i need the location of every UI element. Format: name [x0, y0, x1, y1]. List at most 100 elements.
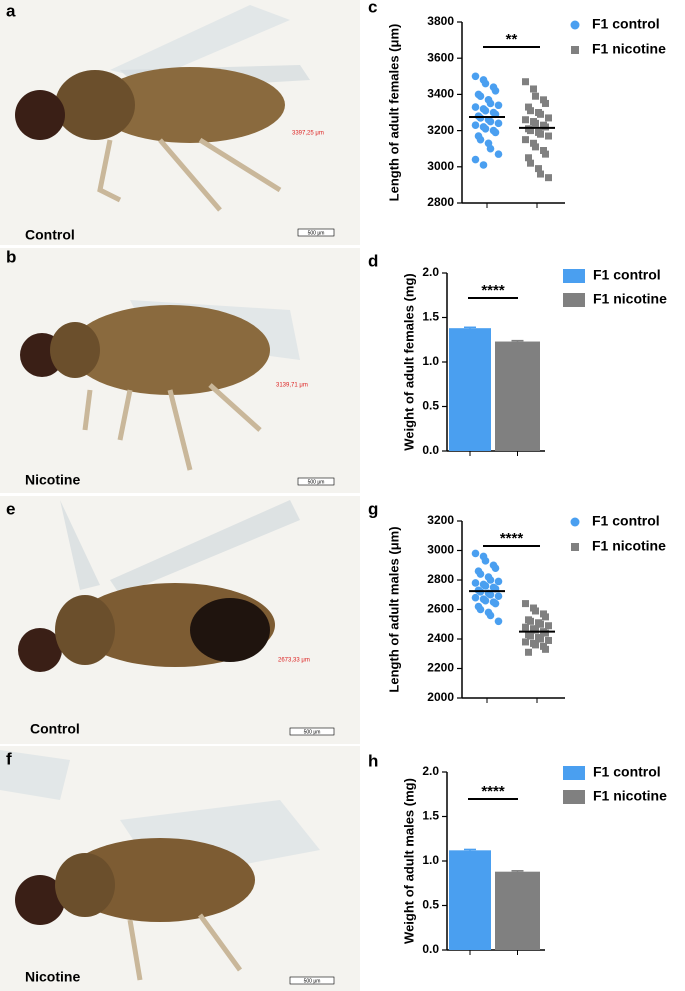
legend-label: F1 control — [592, 16, 660, 32]
point — [522, 116, 529, 124]
point — [481, 596, 490, 605]
point — [471, 72, 480, 81]
point — [537, 620, 544, 628]
y-tick-label: 0.0 — [422, 942, 439, 956]
point — [481, 557, 490, 565]
y-tick-label: 2.0 — [422, 265, 439, 279]
point — [545, 132, 552, 140]
legend-marker — [571, 46, 579, 54]
point — [481, 106, 490, 115]
bar — [449, 850, 491, 950]
scale-bar: 500 μm — [304, 729, 321, 735]
y-tick-label: 2200 — [427, 661, 454, 675]
point — [471, 155, 480, 164]
point — [527, 632, 534, 640]
point — [530, 85, 537, 93]
point — [476, 570, 485, 578]
point — [535, 165, 542, 173]
point — [537, 635, 544, 643]
y-tick-label: 0.0 — [422, 443, 439, 457]
bar — [449, 328, 491, 451]
scale-bar: 500 μm — [308, 230, 325, 236]
point — [481, 124, 490, 133]
panel-letter: f — [6, 749, 12, 768]
photo-caption: Nicotine — [25, 969, 80, 985]
point — [527, 159, 534, 167]
y-tick-label: 2400 — [427, 631, 454, 645]
point — [532, 626, 539, 634]
measurement: 3139,71 μm — [276, 383, 308, 389]
measurement: 3397,25 μm — [292, 131, 324, 137]
legend-swatch — [563, 766, 585, 780]
significance-label: **** — [481, 282, 505, 299]
point — [542, 99, 549, 107]
point — [494, 617, 503, 626]
bar — [495, 871, 540, 950]
point — [542, 150, 549, 158]
point — [481, 582, 490, 590]
legend-swatch — [563, 790, 585, 804]
point — [476, 135, 485, 144]
y-tick-label: 2.0 — [422, 764, 439, 778]
point — [540, 96, 547, 104]
point — [537, 130, 544, 138]
point — [542, 645, 549, 653]
scale-bar: 500 μm — [304, 978, 321, 984]
y-tick-label: 3600 — [427, 50, 454, 64]
point — [481, 79, 490, 88]
significance-label: ** — [506, 31, 518, 48]
y-tick-label: 0.5 — [422, 898, 439, 912]
legend-marker — [570, 517, 580, 527]
panel-letter: g — [368, 499, 378, 518]
point — [532, 92, 539, 100]
point — [486, 99, 495, 108]
point — [471, 549, 480, 558]
y-tick-label: 2800 — [427, 195, 454, 209]
y-tick-label: 3800 — [427, 14, 454, 28]
legend-marker — [571, 543, 579, 551]
point — [486, 611, 495, 620]
point — [527, 617, 534, 625]
point — [532, 143, 539, 151]
point — [486, 144, 495, 153]
point — [527, 107, 534, 115]
photo-caption: Control — [25, 227, 75, 243]
point — [530, 139, 537, 147]
point — [494, 592, 503, 601]
point — [494, 150, 503, 158]
point — [471, 579, 480, 587]
y-tick-label: 0.5 — [422, 399, 439, 413]
y-axis-label: Length of adult males (μm) — [386, 526, 401, 692]
bar — [495, 341, 540, 451]
legend-marker — [570, 20, 580, 30]
point — [542, 613, 549, 621]
point — [479, 161, 488, 169]
measurement: 2673,33 μm — [278, 658, 310, 664]
point — [476, 92, 485, 101]
legend-label: F1 nicotine — [592, 538, 666, 554]
point — [476, 605, 485, 614]
point — [494, 577, 503, 586]
y-axis-label: Weight of adult males (mg) — [401, 778, 416, 944]
panel-letter: e — [6, 499, 15, 518]
legend-label: F1 nicotine — [592, 41, 666, 57]
y-tick-label: 3200 — [427, 513, 454, 527]
point — [545, 636, 552, 644]
y-tick-label: 1.0 — [422, 354, 439, 368]
legend-label: F1 control — [593, 764, 661, 780]
point — [522, 600, 529, 608]
legend-swatch — [563, 269, 585, 283]
photo-f: f Nicotine 500 μm — [0, 746, 360, 991]
point — [542, 629, 549, 637]
photo-caption: Nicotine — [25, 472, 80, 488]
point — [545, 114, 552, 122]
legend-label: F1 nicotine — [593, 291, 667, 307]
point — [532, 119, 539, 127]
photo-b: b Nicotine 3139,71 μm 500 μm — [0, 247, 360, 493]
point — [545, 622, 552, 630]
y-tick-label: 3000 — [427, 159, 454, 173]
point — [491, 128, 500, 137]
panel-letter: b — [6, 247, 16, 266]
y-tick-label: 1.5 — [422, 809, 439, 823]
